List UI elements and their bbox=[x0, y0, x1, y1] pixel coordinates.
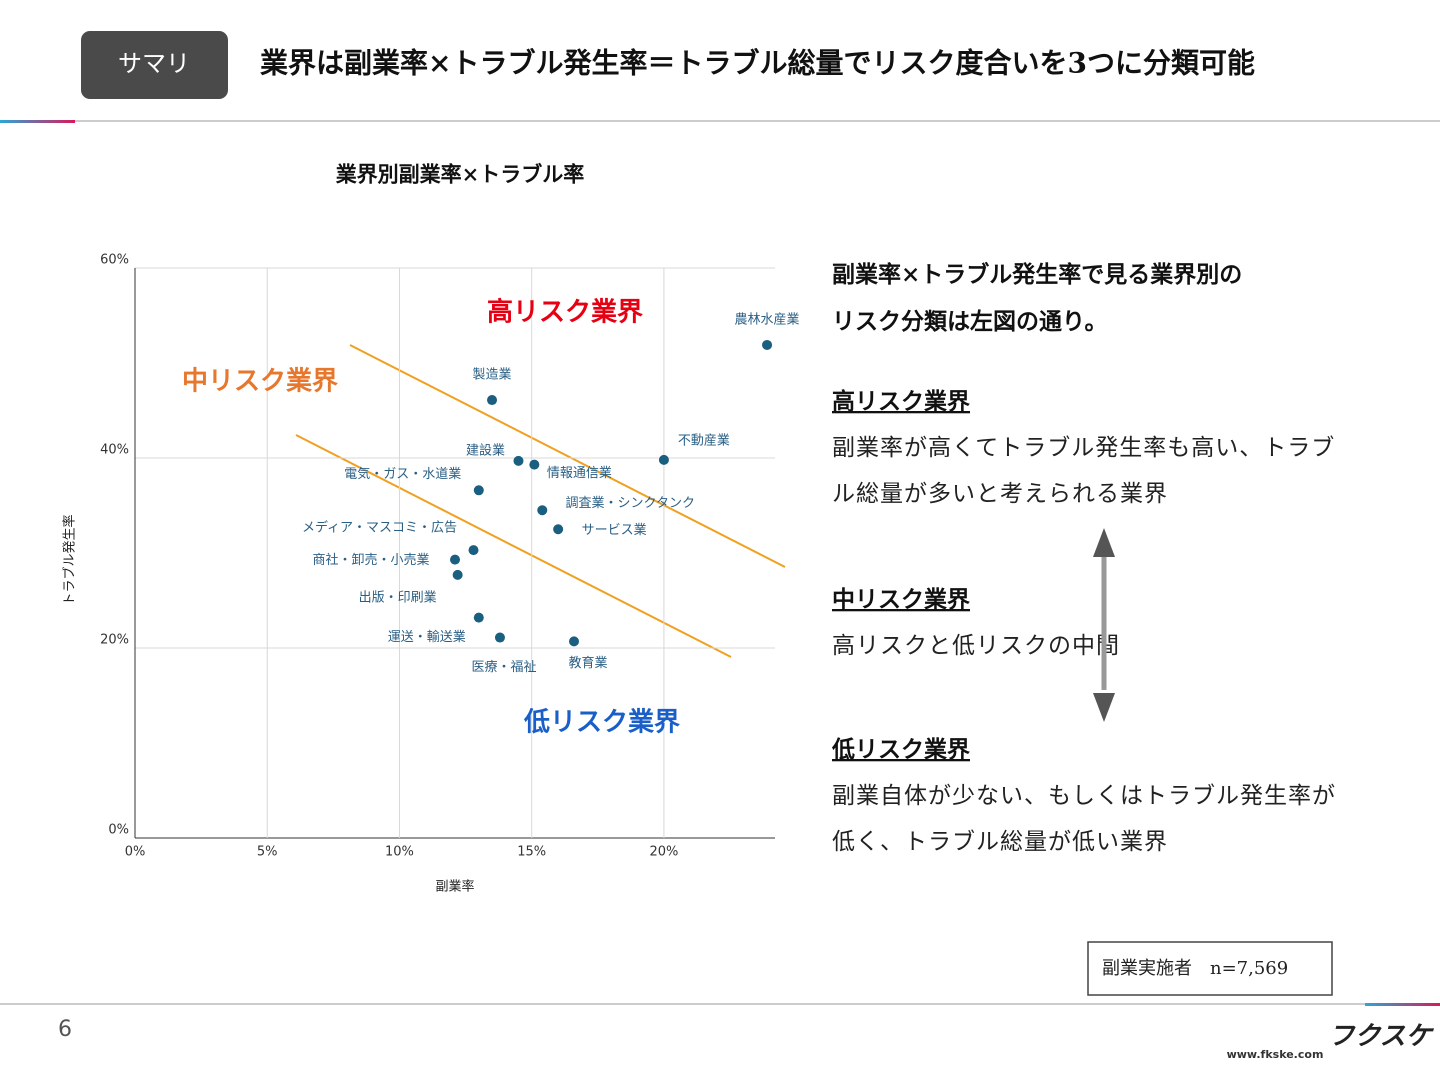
arrow-head bbox=[1093, 528, 1115, 557]
arrow-head bbox=[1093, 693, 1115, 722]
point bbox=[473, 612, 484, 623]
point bbox=[468, 545, 479, 556]
summary-line: 副業率×トラブル発生率で見る業界別の bbox=[832, 261, 1242, 288]
point-label: 電気・ガス・水道業 bbox=[344, 466, 461, 482]
summary: 副業率×トラブル発生率で見る業界別のリスク分類は左図の通り。高リスク業界副業率が… bbox=[831, 261, 1336, 855]
section-title: 低リスク業界 bbox=[831, 736, 970, 763]
point bbox=[569, 636, 580, 647]
point-label: 医療・福祉 bbox=[471, 660, 536, 675]
point bbox=[450, 554, 460, 565]
y-axis-label: トラブル発生率 bbox=[62, 514, 78, 605]
note-box bbox=[1087, 941, 1333, 996]
x-tick-label: 15% bbox=[517, 845, 546, 860]
point bbox=[494, 632, 505, 643]
x-tick-label: 5% bbox=[257, 845, 278, 860]
url: www.fkske.com bbox=[1227, 1048, 1324, 1061]
x-tick-label: 10% bbox=[385, 845, 414, 860]
title: 業界は副業率×トラブル発生率＝トラブル総量でリスク度合いを3つに分類可能 bbox=[260, 47, 1255, 80]
note: 副業実施者 n=7,569 bbox=[1102, 958, 1288, 979]
section-line: ル総量が多いと考えられる業界 bbox=[832, 481, 1168, 507]
section-line: 副業率が高くてトラブル発生率も高い、トラブ bbox=[832, 435, 1335, 461]
tag-box bbox=[81, 31, 228, 99]
point-label: 運送・輸送業 bbox=[388, 629, 466, 645]
point bbox=[537, 505, 548, 516]
point-label: 製造業 bbox=[473, 367, 512, 383]
y-tick-label: 0% bbox=[108, 823, 129, 838]
point bbox=[473, 485, 484, 496]
point bbox=[553, 524, 564, 535]
point-label: 建設業 bbox=[466, 442, 505, 458]
y-tick-label: 40% bbox=[100, 443, 129, 458]
point bbox=[487, 395, 498, 406]
section-line: 低く、トラブル総量が低い業界 bbox=[832, 829, 1168, 855]
point-label: 不動産業 bbox=[678, 432, 730, 448]
trend-line bbox=[295, 434, 732, 658]
point-label: サービス業 bbox=[582, 522, 647, 538]
logo: フクスケ bbox=[1328, 1022, 1434, 1052]
summary-line: リスク分類は左図の通り。 bbox=[832, 308, 1108, 335]
point-label: 出版・印刷業 bbox=[359, 589, 437, 605]
point-label: 調査業・シンクタンク bbox=[566, 495, 695, 511]
point bbox=[658, 454, 669, 465]
plot: 0% 20% 40% 60% 0% 5% 10% 15% 20% 農林水産業製造業建設業情報通信業… bbox=[100, 253, 799, 860]
y-tick-label: 60% bbox=[100, 253, 129, 268]
chart-title: 業界別副業率×トラブル率 bbox=[336, 162, 585, 187]
point-label: 商社・卸売・小売業 bbox=[312, 552, 429, 568]
point-label: 農林水産業 bbox=[735, 311, 800, 327]
section-line: 副業自体が少ない、もしくはトラブル発生率が bbox=[832, 783, 1336, 809]
section-title: 高リスク業界 bbox=[832, 388, 970, 415]
point bbox=[513, 455, 524, 466]
accent bbox=[0, 120, 75, 123]
point bbox=[452, 569, 463, 580]
y-tick-label: 20% bbox=[100, 633, 129, 648]
section-title: 中リスク業界 bbox=[832, 586, 970, 613]
page-number: 6 bbox=[58, 1017, 72, 1042]
region-label: 高リスク業界 bbox=[487, 297, 643, 328]
trend-line bbox=[349, 344, 786, 568]
point bbox=[529, 459, 540, 470]
tag: サマリ bbox=[118, 50, 190, 78]
point bbox=[762, 339, 773, 350]
point-label: メディア・マスコミ・広告 bbox=[302, 520, 457, 536]
accent bbox=[1365, 1003, 1440, 1006]
x-tick-label: 0% bbox=[125, 845, 146, 860]
x-axis-label: 副業率 bbox=[435, 879, 474, 895]
section-line: 高リスクと低リスクの中間 bbox=[832, 633, 1120, 659]
point-label: 教育業 bbox=[569, 655, 608, 671]
x-tick-label: 20% bbox=[649, 845, 678, 860]
point-label: 情報通信業 bbox=[547, 465, 612, 481]
region-label: 中リスク業界 bbox=[182, 367, 338, 397]
region-label: 低リスク業界 bbox=[523, 708, 680, 738]
